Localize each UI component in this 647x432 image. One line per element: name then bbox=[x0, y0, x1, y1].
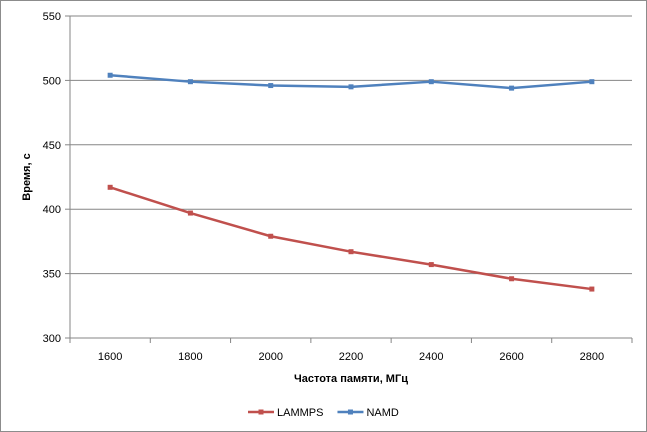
x-axis-title: Частота памяти, МГц bbox=[294, 373, 408, 385]
point-namd-2400 bbox=[428, 79, 434, 85]
series-group bbox=[107, 72, 595, 292]
legend: LAMMPS NAMD bbox=[248, 407, 399, 419]
y-tick-label-450: 450 bbox=[43, 140, 61, 152]
x-tick-label-2400: 2400 bbox=[419, 351, 443, 363]
point-lammps-2400 bbox=[428, 262, 434, 268]
point-namd-2000 bbox=[268, 83, 274, 89]
point-namd-2600 bbox=[509, 85, 515, 91]
point-lammps-2600 bbox=[509, 276, 515, 282]
y-tick-label-300: 300 bbox=[43, 333, 61, 345]
x-tick-label-1800: 1800 bbox=[178, 351, 202, 363]
point-lammps-1800 bbox=[187, 210, 193, 216]
y-tick-labels: 300 350 400 450 500 550 bbox=[43, 11, 61, 345]
x-tick-label-2800: 2800 bbox=[580, 351, 604, 363]
y-tick-label-550: 550 bbox=[43, 11, 61, 23]
point-namd-2800 bbox=[589, 79, 595, 85]
y-tick-label-400: 400 bbox=[43, 204, 61, 216]
legend-marker-lammps bbox=[258, 409, 264, 415]
x-tick-labels: 1600 1800 2000 2200 2400 2600 2800 bbox=[98, 351, 604, 363]
point-namd-2200 bbox=[348, 84, 354, 90]
grid-lines bbox=[70, 15, 632, 275]
y-axis-title: Время, с bbox=[21, 153, 33, 200]
point-lammps-1600 bbox=[107, 184, 113, 190]
point-namd-1800 bbox=[187, 79, 193, 85]
point-lammps-2800 bbox=[589, 286, 595, 292]
legend-label-namd: NAMD bbox=[366, 407, 398, 419]
x-tick-label-2200: 2200 bbox=[339, 351, 363, 363]
y-tick-label-500: 500 bbox=[43, 75, 61, 87]
x-tick-label-2600: 2600 bbox=[499, 351, 523, 363]
x-tick-label-2000: 2000 bbox=[258, 351, 282, 363]
point-lammps-2000 bbox=[268, 233, 274, 239]
legend-label-lammps: LAMMPS bbox=[277, 407, 323, 419]
y-tick-label-350: 350 bbox=[43, 269, 61, 281]
point-namd-1600 bbox=[107, 72, 113, 78]
axes bbox=[65, 15, 633, 343]
point-lammps-2200 bbox=[348, 249, 354, 255]
x-tick-label-1600: 1600 bbox=[98, 351, 122, 363]
legend-marker-namd bbox=[347, 409, 353, 415]
